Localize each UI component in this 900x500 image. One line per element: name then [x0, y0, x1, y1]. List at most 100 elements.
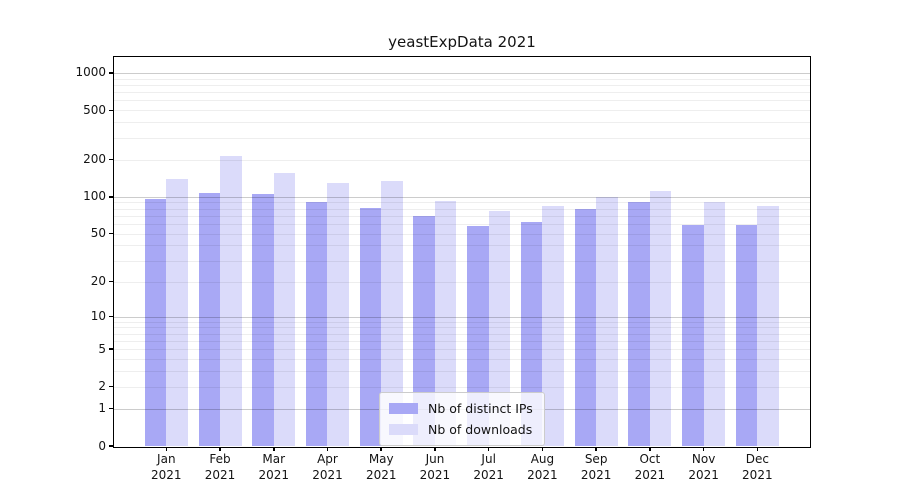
bar-distinct-ips: [628, 201, 650, 446]
x-tick-label: Oct 2021: [634, 452, 666, 482]
y-tick-label: 2: [98, 379, 106, 394]
bar-distinct-ips: [682, 224, 704, 446]
x-tick-label: Mar 2021: [258, 452, 290, 482]
gridline-minor: [114, 159, 810, 161]
x-tick-mark: [595, 447, 597, 451]
gridline-minor: [114, 260, 810, 262]
chart-title: yeastExpData 2021: [388, 33, 536, 51]
y-tick-label: 1000: [75, 65, 106, 80]
bar-downloads: [649, 191, 672, 446]
x-tick-mark: [273, 447, 275, 451]
bar-downloads: [703, 201, 726, 446]
bar-distinct-ips: [413, 215, 435, 446]
y-tick-mark: [109, 158, 113, 161]
y-tick-label: 200: [83, 152, 106, 167]
y-tick-label: 5: [98, 341, 106, 356]
bar-downloads: [757, 206, 779, 446]
legend-item: Nb of downloads: [389, 419, 533, 440]
bar-downloads: [434, 200, 457, 446]
gridline-minor: [114, 349, 810, 351]
bar-downloads: [327, 182, 349, 446]
gridline-minor: [114, 202, 810, 204]
bar-distinct-ips: [198, 192, 221, 446]
y-tick-mark: [109, 315, 113, 318]
x-tick-label: Dec 2021: [742, 452, 773, 482]
x-tick-label: Jul 2021: [473, 452, 504, 482]
bar-distinct-ips: [520, 222, 543, 446]
x-tick-label: Nov 2021: [688, 452, 719, 482]
gridline-minor: [114, 224, 810, 225]
x-tick-mark: [165, 447, 168, 451]
x-tick-mark: [541, 447, 544, 451]
bar-downloads: [220, 155, 242, 446]
legend-swatch-downloads: [389, 424, 418, 435]
gridline-major: [114, 72, 810, 74]
y-tick-mark: [109, 196, 113, 198]
x-tick-mark: [702, 447, 705, 451]
y-tick-mark: [109, 232, 113, 235]
x-tick-mark: [434, 447, 436, 451]
bar-distinct-ips: [467, 225, 489, 446]
bar-distinct-ips: [252, 193, 274, 446]
gridline-minor: [114, 281, 810, 283]
gridline-minor: [114, 137, 810, 139]
y-tick-label: 500: [83, 102, 106, 117]
gridline-minor: [114, 371, 810, 373]
gridline-minor: [114, 321, 810, 323]
gridline-minor: [114, 100, 810, 102]
gridline-minor: [114, 110, 810, 112]
bar-downloads: [381, 181, 403, 446]
x-tick-label: Jun 2021: [419, 452, 451, 482]
legend-swatch-distinct-ips: [389, 403, 418, 414]
gridline-minor: [114, 333, 810, 335]
y-tick-mark: [109, 72, 113, 74]
gridline-minor: [114, 233, 810, 235]
gridline-minor: [114, 84, 810, 86]
y-tick-label: 0: [98, 438, 106, 453]
gridline-minor: [114, 92, 810, 94]
gridline-major: [114, 196, 810, 198]
gridline-minor: [114, 215, 810, 217]
bar-distinct-ips: [574, 208, 597, 446]
legend-item: Nb of distinct IPs: [389, 398, 533, 419]
gridline-minor: [114, 327, 810, 329]
bar-distinct-ips: [735, 224, 758, 446]
x-tick-mark: [649, 447, 651, 451]
y-tick-mark: [109, 445, 113, 447]
gridline-minor: [114, 78, 810, 80]
y-tick-label: 1: [98, 401, 106, 416]
y-tick-label: 20: [90, 274, 106, 289]
bar-downloads: [488, 210, 511, 446]
x-tick-label: Jan 2021: [151, 452, 182, 482]
plot-area: [113, 56, 811, 448]
bar-downloads: [166, 178, 188, 446]
x-tick-mark: [487, 447, 490, 451]
y-tick-label: 100: [83, 189, 106, 204]
legend-label: Nb of downloads: [428, 422, 533, 437]
bar-downloads: [542, 206, 564, 446]
gridline-minor: [114, 340, 810, 342]
y-tick-label: 10: [90, 309, 106, 323]
x-tick-label: Sep 2021: [580, 452, 612, 482]
bar-downloads: [273, 173, 296, 446]
gridline-major: [114, 316, 810, 318]
x-tick-label: Aug 2021: [527, 452, 558, 482]
gridline-minor: [114, 359, 810, 361]
gridline-minor: [114, 386, 810, 388]
gridline-minor: [114, 122, 810, 124]
legend-label: Nb of distinct IPs: [428, 401, 533, 416]
bar-distinct-ips: [359, 208, 382, 446]
bar-distinct-ips: [305, 202, 328, 446]
y-tick-mark: [109, 280, 113, 283]
y-tick-label: 50: [90, 226, 106, 241]
x-tick-mark: [326, 447, 329, 451]
y-tick-mark: [109, 109, 113, 112]
y-tick-mark: [109, 407, 113, 410]
bar-downloads: [596, 196, 618, 446]
x-tick-mark: [756, 447, 759, 451]
x-tick-label: Apr 2021: [312, 452, 343, 482]
gridline-minor: [114, 208, 810, 210]
legend: Nb of distinct IPs Nb of downloads: [379, 392, 545, 446]
x-tick-mark: [380, 447, 382, 451]
